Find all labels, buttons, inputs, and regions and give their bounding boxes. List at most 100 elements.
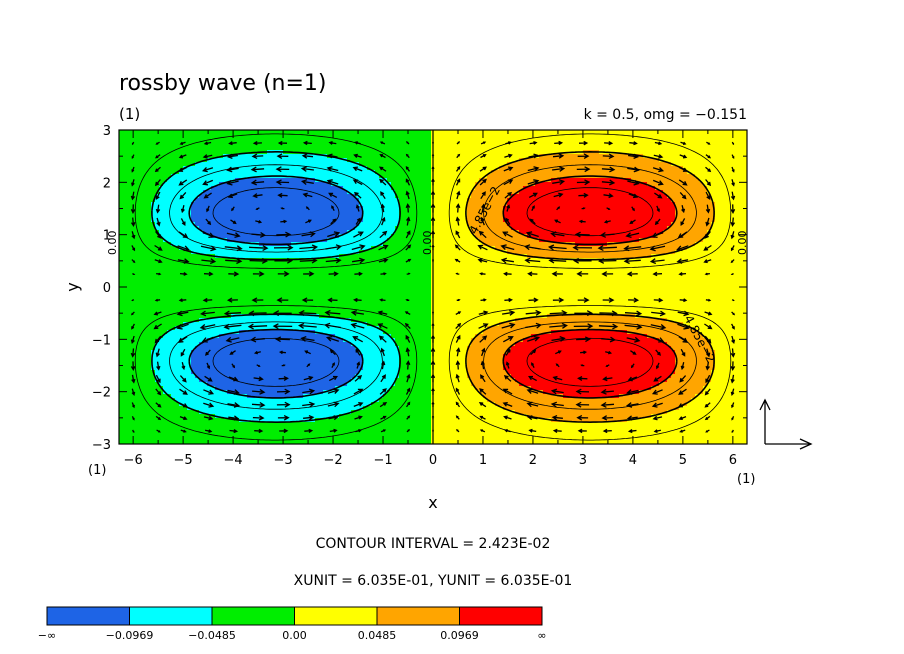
field-cell — [191, 354, 364, 359]
wind-vector — [503, 415, 512, 420]
wind-vector — [505, 348, 511, 356]
field-cell — [203, 230, 348, 235]
field-cell — [151, 366, 192, 371]
wind-vector — [502, 336, 514, 343]
field-cell — [431, 294, 747, 299]
field-cell — [363, 362, 400, 367]
field-cell — [527, 254, 652, 259]
contour-line — [483, 164, 697, 410]
wind-vector — [280, 207, 285, 210]
wind-vector — [276, 388, 291, 395]
field-cell — [119, 282, 432, 287]
field-cell — [151, 362, 192, 367]
wind-vector — [405, 216, 411, 226]
wind-vector — [528, 153, 539, 159]
field-cell — [199, 226, 356, 231]
wind-vector — [478, 323, 489, 329]
wind-vector — [377, 323, 388, 329]
wind-vector — [455, 360, 461, 370]
wind-vector — [155, 348, 160, 358]
field-cell — [211, 186, 344, 191]
wind-vector — [300, 179, 314, 186]
wind-vector — [353, 153, 362, 158]
wind-vector — [678, 179, 688, 186]
field-cell — [347, 230, 396, 235]
wind-vector — [505, 141, 512, 145]
wind-vector — [180, 218, 186, 226]
field-cell — [599, 150, 747, 155]
wind-vector — [455, 178, 461, 186]
field-cell — [119, 226, 156, 231]
field-cell — [119, 230, 160, 235]
wind-vector — [577, 297, 590, 303]
wind-vector — [602, 297, 615, 303]
wind-vector — [679, 154, 688, 159]
field-cell — [291, 242, 384, 247]
wind-vector — [204, 349, 211, 356]
field-cell — [523, 338, 660, 343]
field-cell — [431, 330, 484, 335]
field-cell — [467, 222, 508, 227]
wind-vector — [405, 178, 411, 186]
wind-vector — [706, 141, 711, 145]
wind-vector — [379, 402, 388, 408]
field-cell — [395, 226, 432, 231]
wind-vector — [576, 179, 591, 186]
wind-vector — [505, 217, 511, 225]
field-cell — [639, 390, 704, 395]
wind-vector — [577, 153, 590, 159]
wind-vector — [502, 401, 513, 408]
field-cell — [431, 162, 508, 167]
wind-vector — [680, 141, 687, 145]
wind-vector — [379, 178, 387, 186]
wind-vector — [576, 336, 592, 343]
wind-vector — [405, 153, 410, 159]
field-cell — [119, 330, 168, 335]
field-cell — [119, 318, 200, 323]
field-cell — [647, 334, 704, 339]
field-cell — [431, 178, 480, 183]
wind-vector — [601, 179, 616, 186]
wind-vector — [478, 310, 489, 316]
wind-vector — [352, 179, 363, 186]
wind-vector — [249, 257, 268, 264]
field-cell — [399, 370, 432, 375]
field-cell — [199, 378, 352, 383]
wind-vector — [250, 336, 265, 343]
wind-vector — [231, 363, 236, 369]
field-cell — [431, 278, 747, 283]
field-cell — [639, 238, 704, 243]
field-cell — [491, 170, 688, 175]
field-cell — [467, 354, 504, 359]
field-cell — [399, 202, 432, 207]
wind-vector — [704, 335, 712, 344]
field-cell — [359, 250, 432, 255]
wind-vector — [528, 428, 537, 433]
wind-vector — [131, 416, 135, 421]
field-cell — [119, 382, 160, 387]
wind-vector — [328, 375, 338, 382]
wind-vector — [278, 350, 286, 355]
wind-vector — [180, 348, 186, 357]
field-cell — [467, 346, 512, 351]
field-cell — [619, 394, 696, 399]
field-cell — [379, 398, 432, 403]
wind-vector — [406, 272, 411, 275]
field-cell — [535, 182, 648, 187]
field-cell — [551, 330, 628, 335]
field-cell — [155, 194, 200, 199]
field-cell — [475, 234, 528, 239]
wind-vector — [178, 179, 188, 186]
field-cell — [159, 338, 208, 343]
wind-vector — [603, 193, 614, 199]
colorbar-label: 0.00 — [282, 629, 307, 642]
wind-vector — [253, 376, 264, 382]
field-cell — [471, 230, 520, 235]
field-cell — [715, 354, 747, 359]
field-cell — [283, 150, 432, 155]
field-cell — [119, 158, 208, 163]
wind-vector — [202, 154, 213, 159]
field-cell — [551, 418, 628, 423]
field-cell — [239, 330, 316, 335]
wind-vector — [379, 230, 388, 239]
